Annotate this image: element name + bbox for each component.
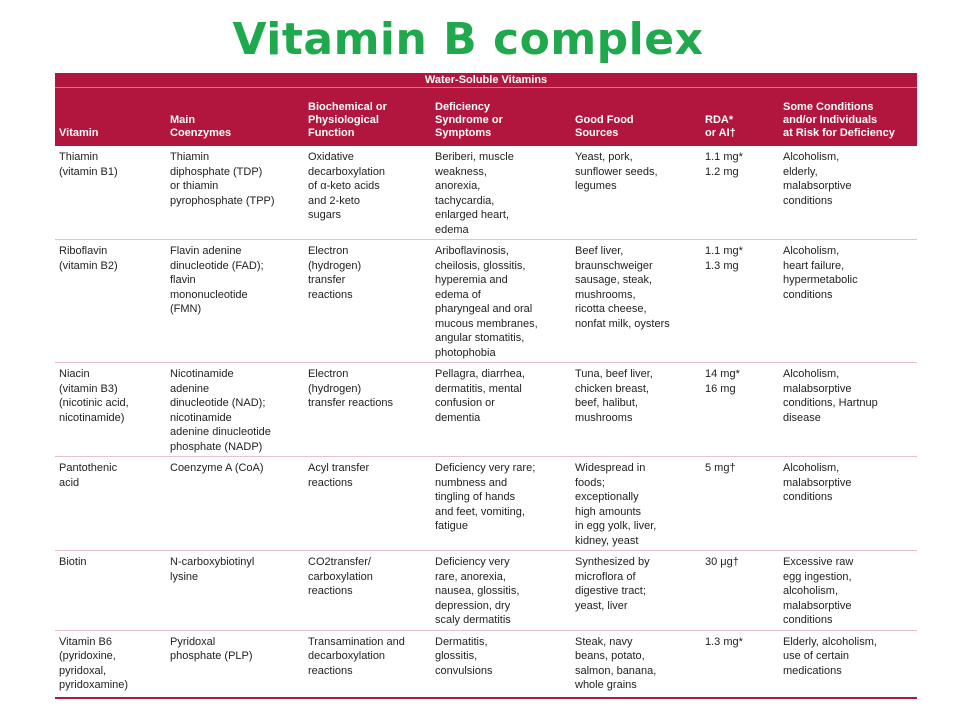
table-cell: CO2transfer/ carboxylation reactions (304, 550, 431, 631)
table-cell: Deficiency very rare; numbness and tingl… (431, 456, 571, 551)
table-cell: Pellagra, diarrhea, dermatitis, mental c… (431, 362, 571, 457)
table-row: Thiamin (vitamin B1) Thiamin diphosphate… (55, 146, 918, 240)
table-cell: Yeast, pork, sunflower seeds, legumes (571, 146, 701, 240)
table-cell: Dermatitis, glossitis, convulsions (431, 630, 571, 699)
table-cell: Deficiency very rare, anorexia, nausea, … (431, 550, 571, 631)
table-cell: Ariboflavinosis, cheilosis, glossitis, h… (431, 239, 571, 363)
table-cell: 30 μg† (701, 550, 779, 631)
table-cell: Thiamin diphosphate (TDP) or thiamin pyr… (166, 146, 304, 240)
column-header: Deficiency Syndrome or Symptoms (431, 87, 571, 146)
column-header: Good Food Sources (571, 87, 701, 146)
table-cell: Excessive raw egg ingestion, alcoholism,… (779, 550, 918, 631)
column-header: RDA* or AI† (701, 87, 779, 146)
column-header: Vitamin (55, 87, 166, 146)
vitamin-table: Water-Soluble Vitamins Vitamin Main Coen… (55, 73, 918, 699)
table-cell: Synthesized by microflora of digestive t… (571, 550, 701, 631)
table-cell: Transamination and decarboxylation react… (304, 630, 431, 699)
table-cell: Riboflavin (vitamin B2) (55, 239, 166, 363)
table-cell: Elderly, alcoholism, use of certain medi… (779, 630, 918, 699)
table-cell: Oxidative decarboxylation of α-keto acid… (304, 146, 431, 240)
table-cell: Flavin adenine dinucleotide (FAD); flavi… (166, 239, 304, 363)
table-cell: Alcoholism, elderly, malabsorptive condi… (779, 146, 918, 240)
table-header-row: Vitamin Main Coenzymes Biochemical or Ph… (55, 87, 918, 146)
table-cell: Pantothenic acid (55, 456, 166, 551)
column-header: Biochemical or Physiological Function (304, 87, 431, 146)
table-row: Niacin (vitamin B3) (nicotinic acid, nic… (55, 362, 918, 457)
table-cell: Electron (hydrogen) transfer reactions (304, 239, 431, 363)
table-cell: 1.1 mg* 1.2 mg (701, 146, 779, 240)
table-cell: Tuna, beef liver, chicken breast, beef, … (571, 362, 701, 457)
table-cell: Acyl transfer reactions (304, 456, 431, 551)
table-cell: Beef liver, braunschweiger sausage, stea… (571, 239, 701, 363)
table-cell: Steak, navy beans, potato, salmon, banan… (571, 630, 701, 699)
table-caption-row: Water-Soluble Vitamins (55, 73, 918, 88)
table-cell: Alcoholism, malabsorptive conditions, Ha… (779, 362, 918, 457)
table-row: Biotin N-carboxybiotinyl lysine CO2trans… (55, 550, 918, 631)
table-cell: 5 mg† (701, 456, 779, 551)
table-cell: 14 mg* 16 mg (701, 362, 779, 457)
table-cell: Pyridoxal phosphate (PLP) (166, 630, 304, 699)
table-cell: 1.3 mg* (701, 630, 779, 699)
column-header: Some Conditions and/or Individuals at Ri… (779, 87, 918, 146)
table-cell: Niacin (vitamin B3) (nicotinic acid, nic… (55, 362, 166, 457)
table-cell: Vitamin B6 (pyridoxine, pyridoxal, pyrid… (55, 630, 166, 699)
table-row: Pantothenic acid Coenzyme A (CoA) Acyl t… (55, 456, 918, 551)
table-cell: Nicotinamide adenine dinucleotide (NAD);… (166, 362, 304, 457)
column-header: Main Coenzymes (166, 87, 304, 146)
table-cell: N-carboxybiotinyl lysine (166, 550, 304, 631)
table-cell: Biotin (55, 550, 166, 631)
table-row: Riboflavin (vitamin B2) Flavin adenine d… (55, 239, 918, 363)
table-cell: Coenzyme A (CoA) (166, 456, 304, 551)
table-cell: 1.1 mg* 1.3 mg (701, 239, 779, 363)
table-cell: Thiamin (vitamin B1) (55, 146, 166, 240)
table-cell: Widespread in foods; exceptionally high … (571, 456, 701, 551)
table-cell: Beriberi, muscle weakness, anorexia, tac… (431, 146, 571, 240)
table-caption: Water-Soluble Vitamins (55, 73, 918, 88)
table-row: Vitamin B6 (pyridoxine, pyridoxal, pyrid… (55, 630, 918, 699)
table-cell: Electron (hydrogen) transfer reactions (304, 362, 431, 457)
table-cell: Alcoholism, malabsorptive conditions (779, 456, 918, 551)
table-cell: Alcoholism, heart failure, hypermetaboli… (779, 239, 918, 363)
vitamin-table-container: Water-Soluble Vitamins Vitamin Main Coen… (55, 73, 918, 699)
page-title: Vitamin B complex (232, 14, 704, 65)
